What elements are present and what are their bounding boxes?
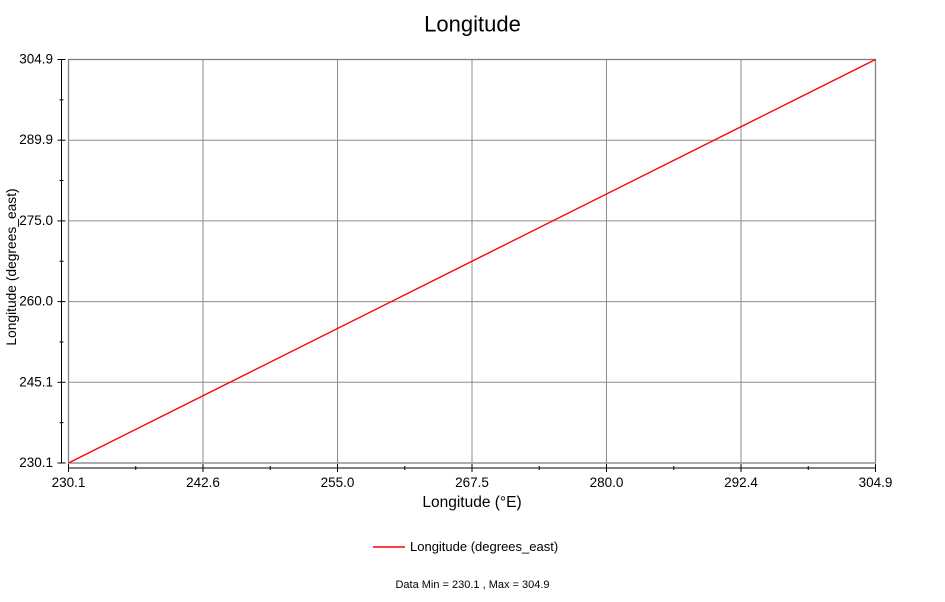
svg-text:304.9: 304.9 — [859, 475, 893, 490]
svg-text:Longitude (°E): Longitude (°E) — [422, 494, 521, 511]
svg-text:Longitude (degrees_east): Longitude (degrees_east) — [410, 539, 558, 554]
svg-text:304.9: 304.9 — [19, 52, 53, 67]
svg-text:292.4: 292.4 — [724, 475, 758, 490]
svg-text:289.9: 289.9 — [19, 132, 53, 147]
svg-text:230.1: 230.1 — [52, 475, 86, 490]
svg-text:267.5: 267.5 — [455, 475, 489, 490]
svg-text:Longitude (degrees_east): Longitude (degrees_east) — [4, 188, 19, 345]
svg-text:255.0: 255.0 — [321, 475, 355, 490]
svg-text:Data Min = 230.1 , Max = 304.9: Data Min = 230.1 , Max = 304.9 — [395, 579, 549, 591]
svg-text:230.1: 230.1 — [19, 455, 53, 470]
svg-text:260.0: 260.0 — [19, 294, 53, 309]
svg-text:245.1: 245.1 — [19, 374, 53, 389]
svg-text:275.0: 275.0 — [19, 213, 53, 228]
svg-text:280.0: 280.0 — [590, 475, 624, 490]
svg-text:242.6: 242.6 — [186, 475, 220, 490]
svg-text:Longitude: Longitude — [424, 12, 521, 37]
